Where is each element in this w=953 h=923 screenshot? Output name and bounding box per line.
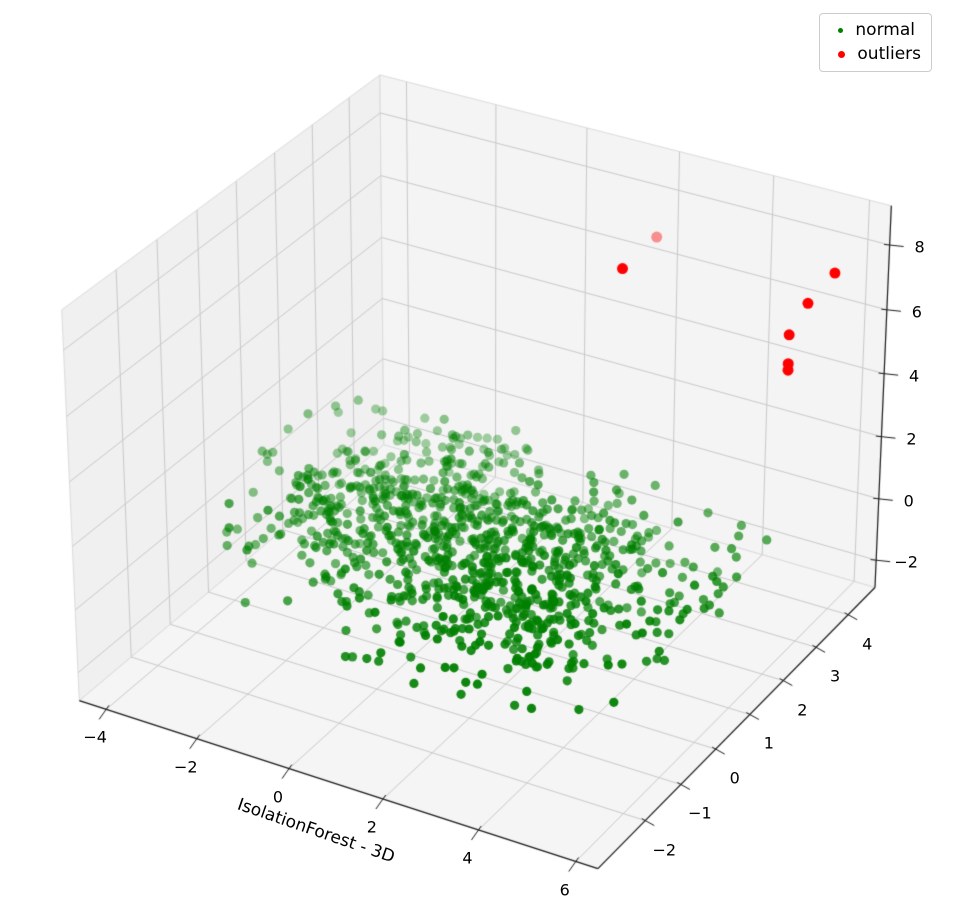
legend-label-outliers: outliers <box>857 44 921 64</box>
legend-item-normal: normal <box>829 20 921 41</box>
normal-marker-icon <box>838 28 844 33</box>
legend: normal outliers <box>819 13 932 72</box>
legend-label-normal: normal <box>855 20 915 40</box>
legend-item-outliers: outliers <box>829 44 921 65</box>
outliers-marker-icon <box>838 51 846 58</box>
